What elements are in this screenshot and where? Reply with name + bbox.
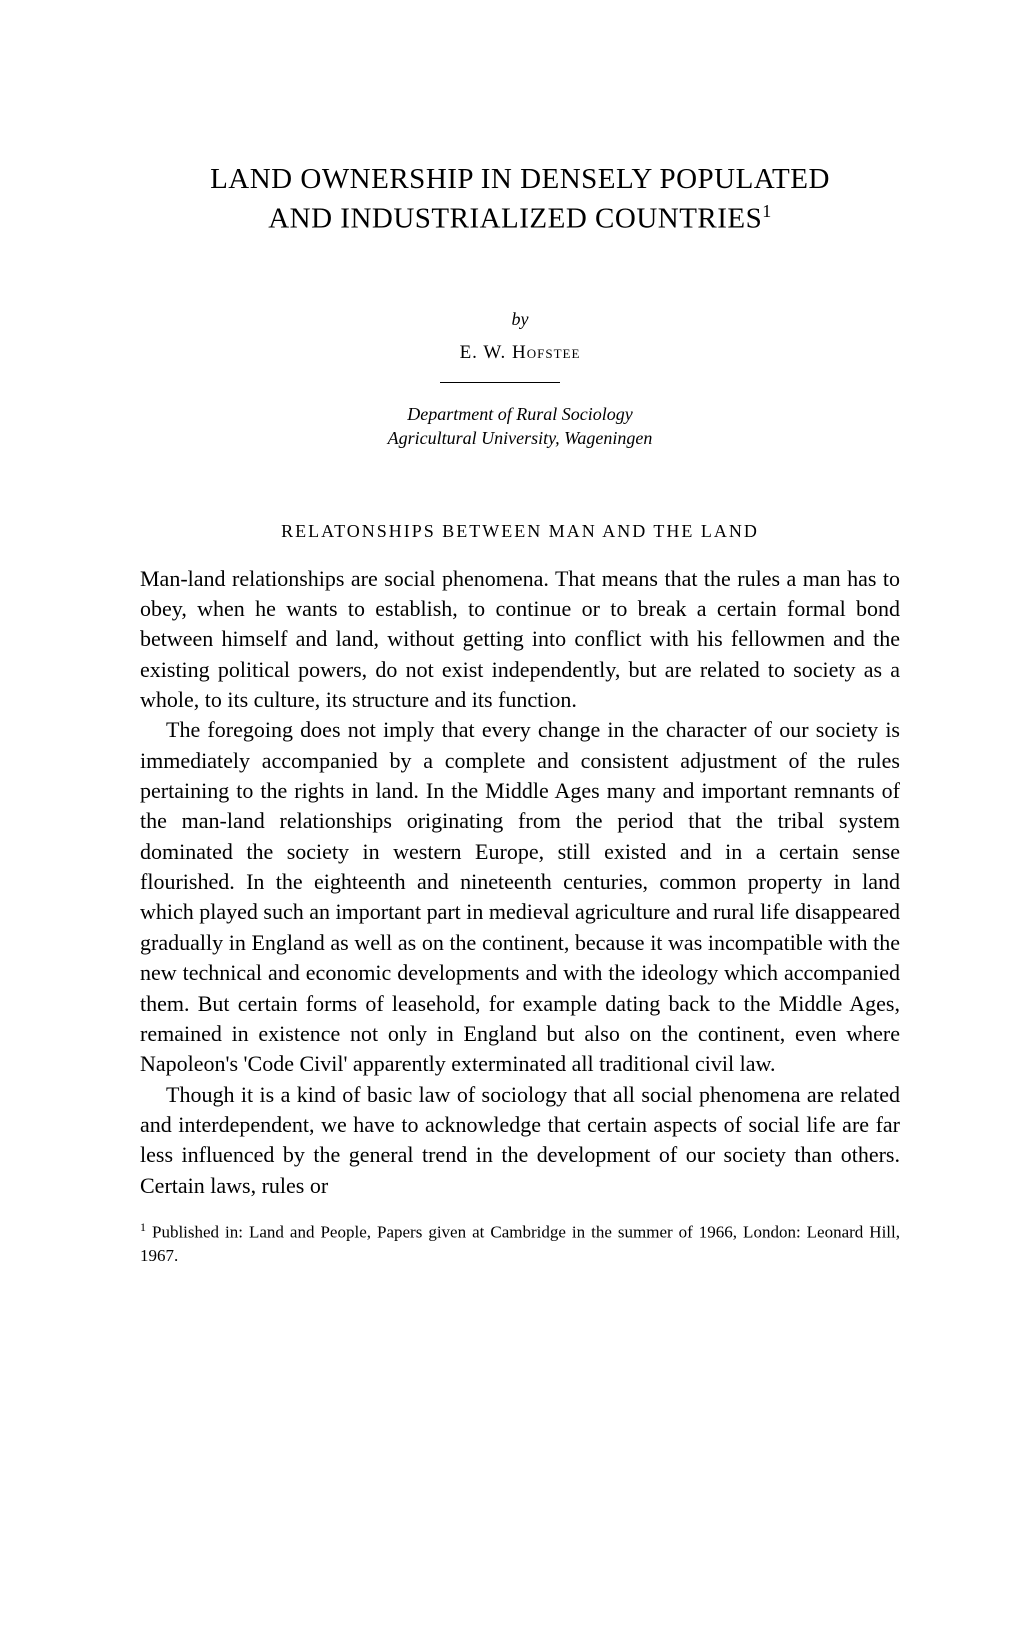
title-line1: LAND OWNERSHIP IN DENSELY POPULATED bbox=[210, 163, 830, 195]
footnote: 1 Published in: Land and People, Papers … bbox=[140, 1219, 900, 1268]
affiliation: Department of Rural Sociology Agricultur… bbox=[140, 402, 900, 451]
paragraph-3: Though it is a kind of basic law of soci… bbox=[140, 1080, 900, 1201]
affiliation-line1: Department of Rural Sociology bbox=[407, 404, 632, 424]
paragraph-1: Man-land relationships are social phenom… bbox=[140, 564, 900, 716]
title-footnote-marker: 1 bbox=[762, 201, 772, 221]
author-surname: Hofstee bbox=[512, 342, 580, 363]
author-initials: E. W. bbox=[460, 342, 512, 363]
body-text: Man-land relationships are social phenom… bbox=[140, 564, 900, 1202]
author-underline-decoration bbox=[140, 370, 900, 388]
section-heading: RELATONSHIPS BETWEEN MAN AND THE LAND bbox=[140, 521, 900, 542]
affiliation-line2: Agricultural University, Wageningen bbox=[388, 428, 653, 448]
paragraph-2: The foregoing does not imply that every … bbox=[140, 715, 900, 1079]
author-name: E. W. Hofstee bbox=[140, 342, 900, 364]
title-line2: AND INDUSTRIALIZED COUNTRIES bbox=[268, 203, 762, 235]
paper-title: LAND OWNERSHIP IN DENSELY POPULATED AND … bbox=[140, 160, 900, 239]
byline: by bbox=[140, 309, 900, 330]
footnote-text: Published in: Land and People, Papers gi… bbox=[140, 1223, 900, 1265]
